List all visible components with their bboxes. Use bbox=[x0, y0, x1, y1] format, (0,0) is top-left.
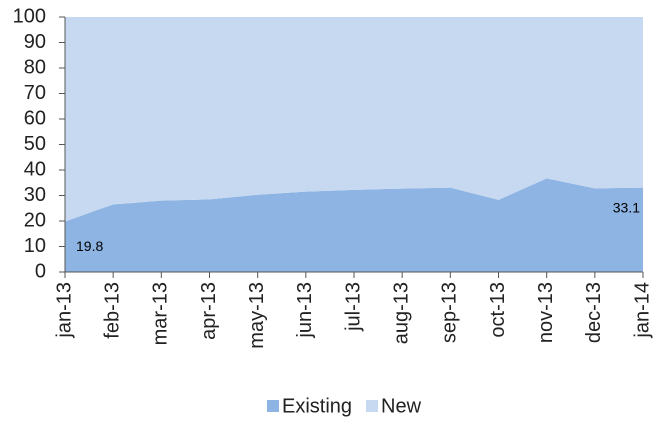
x-tick-label: jan-14 bbox=[631, 282, 653, 339]
legend-label: New bbox=[381, 395, 422, 417]
x-tick-label: aug-13 bbox=[390, 282, 412, 344]
y-tick-label: 0 bbox=[35, 260, 46, 282]
legend-label: Existing bbox=[282, 395, 352, 417]
area bbox=[65, 17, 643, 222]
x-tick-label: jun-13 bbox=[294, 282, 316, 339]
x-tick-label: mar-13 bbox=[150, 282, 172, 345]
y-tick-label: 70 bbox=[24, 82, 46, 104]
data-label: 33.1 bbox=[613, 199, 640, 215]
x-tick-label: nov-13 bbox=[535, 282, 557, 343]
y-tick-label: 100 bbox=[13, 5, 46, 27]
y-tick-label: 50 bbox=[24, 133, 46, 155]
x-tick-label: jan-13 bbox=[53, 282, 75, 339]
x-tick-label: may-13 bbox=[246, 282, 268, 349]
x-tick-label: dec-13 bbox=[583, 282, 605, 343]
y-tick-label: 80 bbox=[24, 56, 46, 78]
y-tick-label: 60 bbox=[24, 107, 46, 129]
y-tick-label: 90 bbox=[24, 31, 46, 53]
legend: Existing New bbox=[266, 395, 422, 417]
x-tick-label: jul-13 bbox=[342, 282, 364, 332]
x-tick-label: oct-13 bbox=[487, 282, 509, 338]
y-tick-label: 10 bbox=[24, 235, 46, 257]
x-tick-label: apr-13 bbox=[198, 282, 220, 340]
y-tick-label: 40 bbox=[24, 158, 46, 180]
x-tick-label: feb-13 bbox=[101, 282, 123, 339]
legend-swatch bbox=[266, 400, 279, 412]
y-tick-label: 20 bbox=[24, 209, 46, 231]
legend-swatch bbox=[366, 400, 379, 412]
data-label: 19.8 bbox=[76, 238, 103, 254]
area bbox=[65, 178, 643, 272]
y-tick-label: 30 bbox=[24, 184, 46, 206]
x-tick-label: sep-13 bbox=[439, 282, 461, 343]
